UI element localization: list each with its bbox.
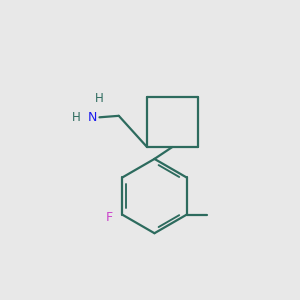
- Text: H: H: [95, 92, 104, 105]
- Text: N: N: [87, 111, 97, 124]
- Text: H: H: [72, 111, 81, 124]
- Text: F: F: [106, 211, 113, 224]
